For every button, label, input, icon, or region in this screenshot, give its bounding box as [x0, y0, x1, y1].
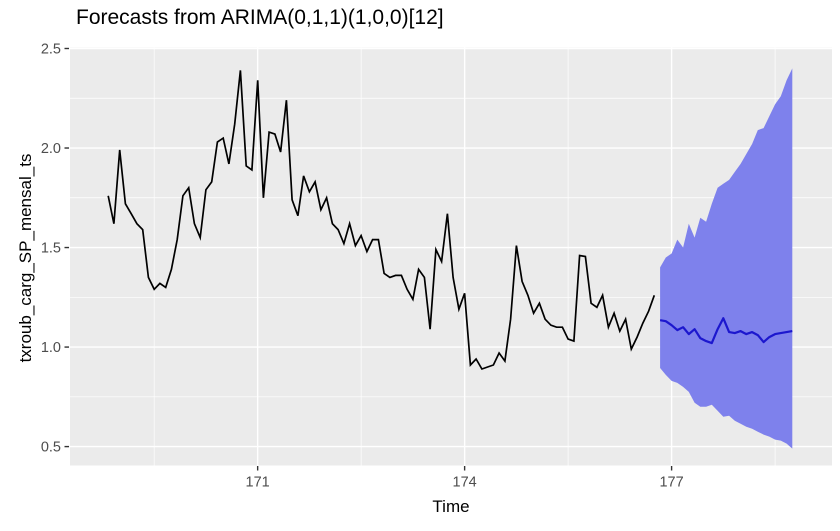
y-tick-label: 0.5 [41, 440, 61, 456]
x-axis-title: Time [432, 497, 470, 516]
plot-title: Forecasts from ARIMA(0,1,1)(1,0,0)[12] [76, 6, 444, 29]
x-tick-label: 174 [453, 475, 477, 491]
x-tick-label: 171 [246, 475, 270, 491]
forecast-interval-band [660, 68, 793, 449]
y-axis-title: txroub_carg_SP_mensal_ts [16, 153, 35, 363]
y-tick-label: 2.5 [41, 41, 61, 57]
y-tick-label: 1.0 [41, 340, 61, 356]
y-tick-label: 1.5 [41, 241, 61, 257]
observed-series-line [107, 70, 656, 371]
x-tick-label: 177 [659, 475, 683, 491]
y-tick-label: 2.0 [41, 141, 61, 157]
forecast-mean-line [659, 317, 793, 345]
